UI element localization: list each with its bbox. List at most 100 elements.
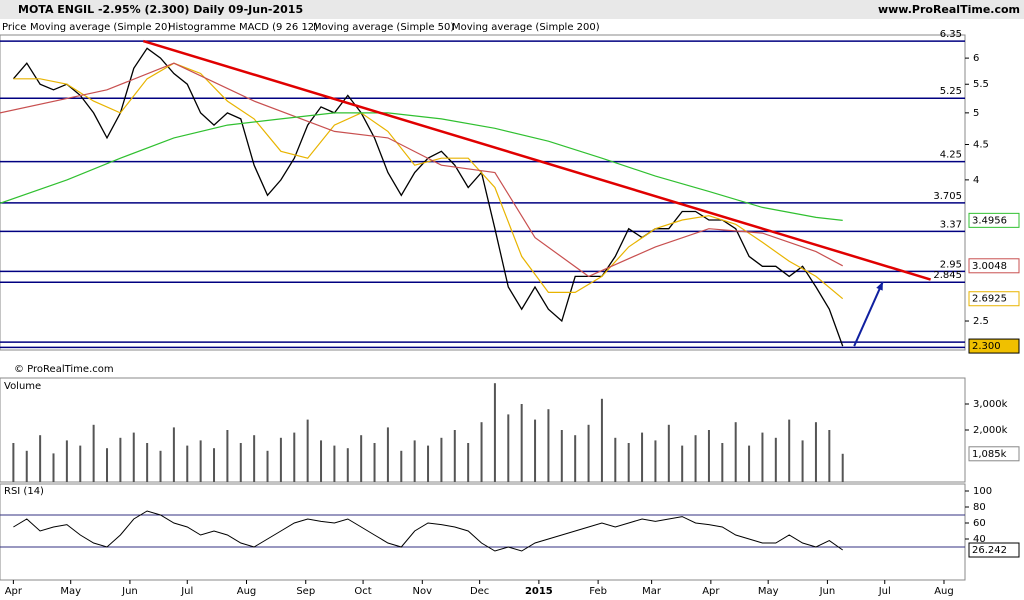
volume-bar bbox=[681, 445, 684, 482]
level-label: 2.95 bbox=[940, 259, 962, 270]
volume-bar bbox=[520, 404, 523, 482]
volume-bar bbox=[427, 445, 430, 482]
volume-bar bbox=[239, 443, 242, 482]
volume-bar bbox=[373, 443, 376, 482]
volume-bar bbox=[507, 414, 510, 482]
arrow bbox=[853, 281, 884, 347]
volume-bar bbox=[132, 432, 135, 482]
y-tick-label: 5 bbox=[973, 108, 979, 119]
volume-bar bbox=[587, 424, 590, 482]
x-tick-label: Jul bbox=[878, 586, 891, 597]
volume-bar bbox=[360, 435, 363, 482]
volume-bar bbox=[667, 424, 670, 482]
y-tick-label: 4 bbox=[973, 175, 979, 186]
volume-bar bbox=[801, 440, 804, 482]
last-value-label-box bbox=[968, 542, 1020, 558]
volume-bar bbox=[346, 448, 349, 482]
y-tick-label: 40 bbox=[973, 534, 986, 545]
volume-bar bbox=[306, 419, 309, 482]
price-line bbox=[12, 47, 844, 347]
volume-bar bbox=[814, 422, 817, 482]
volume-bar bbox=[413, 440, 416, 482]
last-value-label: 2.6925 bbox=[972, 294, 1007, 305]
last-value-label: 1,085k bbox=[972, 449, 1007, 460]
arrow-head bbox=[876, 281, 883, 291]
last-value-label-box bbox=[968, 291, 1020, 307]
volume-bar bbox=[320, 440, 323, 482]
copyright: © ProRealTime.com bbox=[14, 364, 114, 375]
volume-bar bbox=[641, 432, 644, 482]
volume-bar bbox=[493, 383, 496, 482]
panel-title: RSI (14) bbox=[4, 486, 44, 497]
volume-bar bbox=[721, 443, 724, 482]
volume-bar bbox=[734, 422, 737, 482]
legend-entry: Price bbox=[2, 22, 26, 33]
volume-bar bbox=[600, 398, 603, 482]
x-tick-label: Aug bbox=[934, 586, 954, 597]
x-tick-label: Aug bbox=[237, 586, 257, 597]
volume-bar bbox=[253, 435, 256, 482]
y-tick-label: 2,000k bbox=[973, 425, 1008, 436]
x-tick-label: Jun bbox=[121, 586, 138, 597]
x-tick-label: May bbox=[758, 586, 779, 597]
level-label: 3.705 bbox=[933, 191, 962, 202]
last-value-label: 3.4956 bbox=[972, 215, 1007, 226]
legend-entry: Histogramme MACD (9 26 12) bbox=[168, 22, 318, 33]
x-tick-label: Jun bbox=[819, 586, 836, 597]
volume-bar bbox=[12, 443, 15, 482]
site: www.ProRealTime.com bbox=[878, 3, 1020, 16]
volume-bar bbox=[226, 430, 229, 482]
volume-bar bbox=[440, 437, 443, 482]
volume-bar bbox=[199, 440, 202, 482]
volume-bar bbox=[25, 450, 28, 482]
volume-bar bbox=[453, 430, 456, 482]
volume-bar bbox=[707, 430, 710, 482]
x-tick-label: Mar bbox=[642, 586, 662, 597]
last-value-label: 26.242 bbox=[972, 545, 1007, 556]
volume-bar bbox=[92, 424, 95, 482]
header-bar bbox=[0, 0, 1024, 19]
legend-entry: Moving average (Simple 200) bbox=[452, 22, 600, 33]
last-value-label: 2.300 bbox=[972, 341, 1001, 352]
y-tick-label: 3,000k bbox=[973, 399, 1008, 410]
volume-bar bbox=[774, 437, 777, 482]
y-tick-label: 6 bbox=[973, 53, 979, 64]
last-value-label-box bbox=[968, 338, 1020, 354]
y-tick-label: 60 bbox=[973, 518, 986, 529]
volume-bar bbox=[627, 443, 630, 482]
rsi-line bbox=[13, 510, 843, 552]
x-tick-label: Apr bbox=[702, 586, 720, 597]
trend-line bbox=[142, 39, 931, 281]
volume-bar bbox=[828, 430, 831, 482]
x-tick-label: Dec bbox=[470, 586, 489, 597]
volume-bar bbox=[480, 422, 483, 482]
last-value-label-box bbox=[968, 212, 1020, 228]
x-tick-label: Oct bbox=[354, 586, 371, 597]
x-tick-label: 2015 bbox=[525, 586, 553, 597]
volume-bar bbox=[266, 450, 269, 482]
x-tick-label: Jul bbox=[180, 586, 193, 597]
volume-bar bbox=[172, 427, 175, 482]
volume-bar bbox=[761, 432, 764, 482]
x-tick-label: May bbox=[60, 586, 81, 597]
last-value-label: 3.0048 bbox=[972, 261, 1007, 272]
moving-average bbox=[13, 62, 844, 300]
moving-average bbox=[0, 62, 843, 278]
volume-bar bbox=[614, 437, 617, 482]
volume-bar bbox=[694, 435, 697, 482]
level-label: 5.25 bbox=[940, 86, 962, 97]
volume-bar bbox=[65, 440, 68, 482]
rsi-panel bbox=[0, 483, 966, 581]
last-value-label-box bbox=[968, 258, 1020, 274]
last-value-label-box bbox=[968, 446, 1020, 462]
volume-bar bbox=[467, 443, 470, 482]
level-label: 2.845 bbox=[933, 270, 962, 281]
volume-bar bbox=[788, 419, 791, 482]
volume-bar bbox=[386, 427, 389, 482]
volume-bar bbox=[79, 445, 82, 482]
x-tick-label: Apr bbox=[5, 586, 23, 597]
y-tick-label: 2.5 bbox=[973, 316, 989, 327]
volume-bar bbox=[293, 432, 296, 482]
moving-average bbox=[0, 112, 843, 221]
